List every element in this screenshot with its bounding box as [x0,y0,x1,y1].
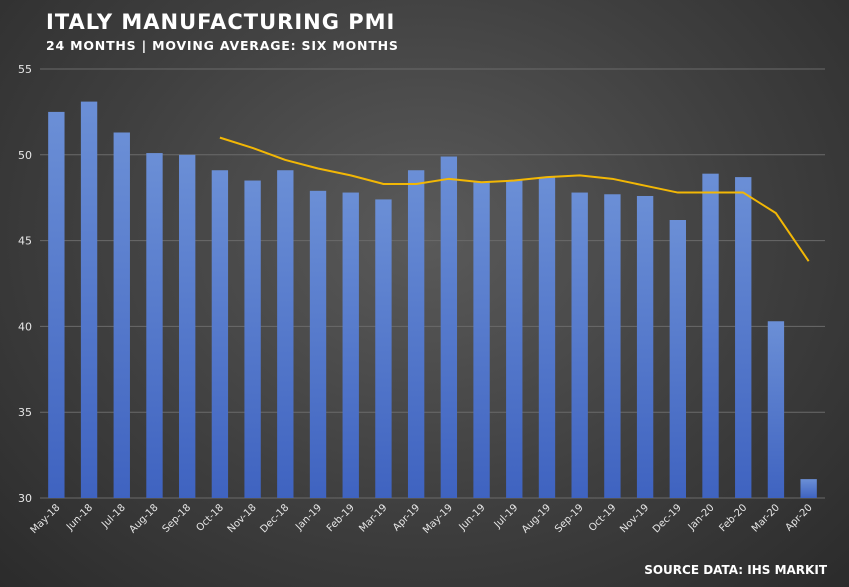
x-tick-label: Sep-18 [161,502,194,535]
bar-Dec-19 [669,220,686,498]
x-tick-label: Dec-18 [258,502,291,535]
x-tick-label: Aug-18 [127,502,160,535]
bar-Feb-20 [735,177,752,498]
moving-average-line [219,136,810,262]
bar-Jan-20 [702,173,719,498]
bar-Mar-19 [375,199,392,498]
bar-Sep-19 [571,192,588,498]
bar-Feb-19 [342,192,359,498]
bar-Oct-19 [604,194,621,498]
x-tick-label: Feb-20 [717,502,749,534]
x-tick-label: Oct-18 [194,502,226,534]
x-tick-label: Jun-19 [457,502,488,533]
bar-Nov-18 [244,180,261,499]
x-tick-label: Jun-18 [64,502,95,533]
bar-Apr-19 [407,170,425,498]
x-tick-label: Sep-19 [553,502,586,535]
x-tick-label: Aug-19 [520,502,553,535]
y-tick-label: 30 [18,492,32,505]
bar-May-19 [440,156,458,499]
chart-subtitle: 24 MONTHS | MOVING AVERAGE: SIX MONTHS [46,38,399,53]
x-tick-label: Jan-20 [686,502,717,533]
bar-Jul-18 [113,132,130,498]
y-tick-label: 45 [18,235,32,248]
gridlines [40,68,825,499]
bar-Nov-19 [636,195,654,498]
x-tick-label: Nov-19 [618,502,651,535]
bar-Dec-18 [277,170,294,498]
x-tick-label: Nov-18 [226,502,259,535]
chart-title: ITALY MANUFACTURING PMI [46,10,396,34]
y-axis-ticks: 30 35 40 45 50 55 [18,63,32,505]
bar-Apr-20 [800,479,817,498]
x-tick-label: Apr-20 [784,502,815,533]
x-tick-label: May-18 [29,502,63,536]
x-tick-label: Oct-19 [587,502,619,534]
bar-Mar-20 [767,321,785,498]
bar-Aug-19 [538,177,556,498]
y-tick-label: 35 [18,406,32,419]
bar-series [48,101,817,499]
x-tick-label: Mar-19 [357,502,389,534]
bar-Jul-19 [506,180,523,499]
x-tick-label: Mar-20 [750,502,782,534]
y-tick-label: 50 [18,149,32,162]
x-tick-label: Jan-19 [293,502,324,533]
bar-Jan-19 [309,190,327,498]
bar-May-18 [48,111,65,499]
x-tick-label: Dec-19 [651,502,684,535]
source-note: SOURCE DATA: IHS MARKIT [644,563,827,577]
y-tick-label: 40 [18,320,32,333]
bar-Oct-18 [211,170,229,498]
x-tick-label: Jul-19 [492,502,521,531]
bar-Jun-18 [80,101,98,498]
moving-average-series [219,136,810,262]
bar-Jun-19 [473,182,490,499]
bar-Sep-18 [179,154,196,499]
x-tick-label: Jul-18 [99,502,128,531]
x-tick-label: Apr-19 [391,502,422,533]
x-tick-label: Feb-19 [325,502,357,534]
bar-Aug-18 [146,153,163,499]
y-tick-label: 55 [18,63,32,76]
x-axis-ticks: May-18 Jun-18 Jul-18 Aug-18 Sep-18 Oct-18 Nov-… [29,502,815,536]
x-tick-label: May-19 [421,502,455,536]
